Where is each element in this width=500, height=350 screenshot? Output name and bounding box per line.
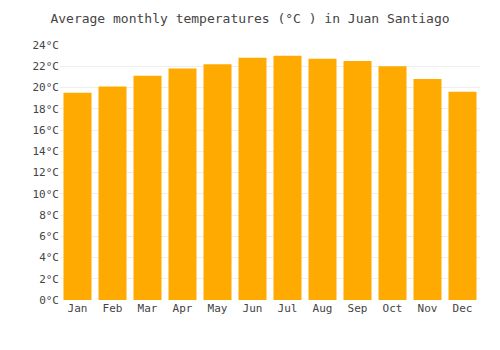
svg-text:0°C: 0°C — [39, 294, 59, 307]
svg-text:May: May — [208, 302, 228, 315]
svg-text:16°C: 16°C — [33, 124, 60, 137]
svg-text:12°C: 12°C — [33, 166, 60, 179]
svg-text:24°C: 24°C — [33, 39, 60, 52]
svg-text:Dec: Dec — [453, 302, 473, 315]
svg-text:Aug: Aug — [313, 302, 333, 315]
svg-text:Jan: Jan — [68, 302, 88, 315]
svg-text:Oct: Oct — [383, 302, 403, 315]
svg-text:18°C: 18°C — [33, 103, 60, 116]
svg-text:Feb: Feb — [103, 302, 123, 315]
svg-text:8°C: 8°C — [39, 209, 59, 222]
svg-text:Sep: Sep — [348, 302, 368, 315]
svg-text:6°C: 6°C — [39, 230, 59, 243]
svg-text:20°C: 20°C — [33, 81, 60, 94]
svg-text:Apr: Apr — [173, 302, 193, 315]
svg-text:22°C: 22°C — [33, 60, 60, 73]
svg-text:4°C: 4°C — [39, 251, 59, 264]
svg-text:Mar: Mar — [138, 302, 158, 315]
svg-text:Jun: Jun — [243, 302, 263, 315]
svg-text:Average monthly temperatures (: Average monthly temperatures (°C ) in Ju… — [50, 11, 449, 26]
svg-text:2°C: 2°C — [39, 273, 59, 286]
svg-text:10°C: 10°C — [33, 188, 60, 201]
svg-text:Jul: Jul — [278, 302, 298, 315]
svg-text:14°C: 14°C — [33, 145, 60, 158]
svg-text:Nov: Nov — [418, 302, 438, 315]
